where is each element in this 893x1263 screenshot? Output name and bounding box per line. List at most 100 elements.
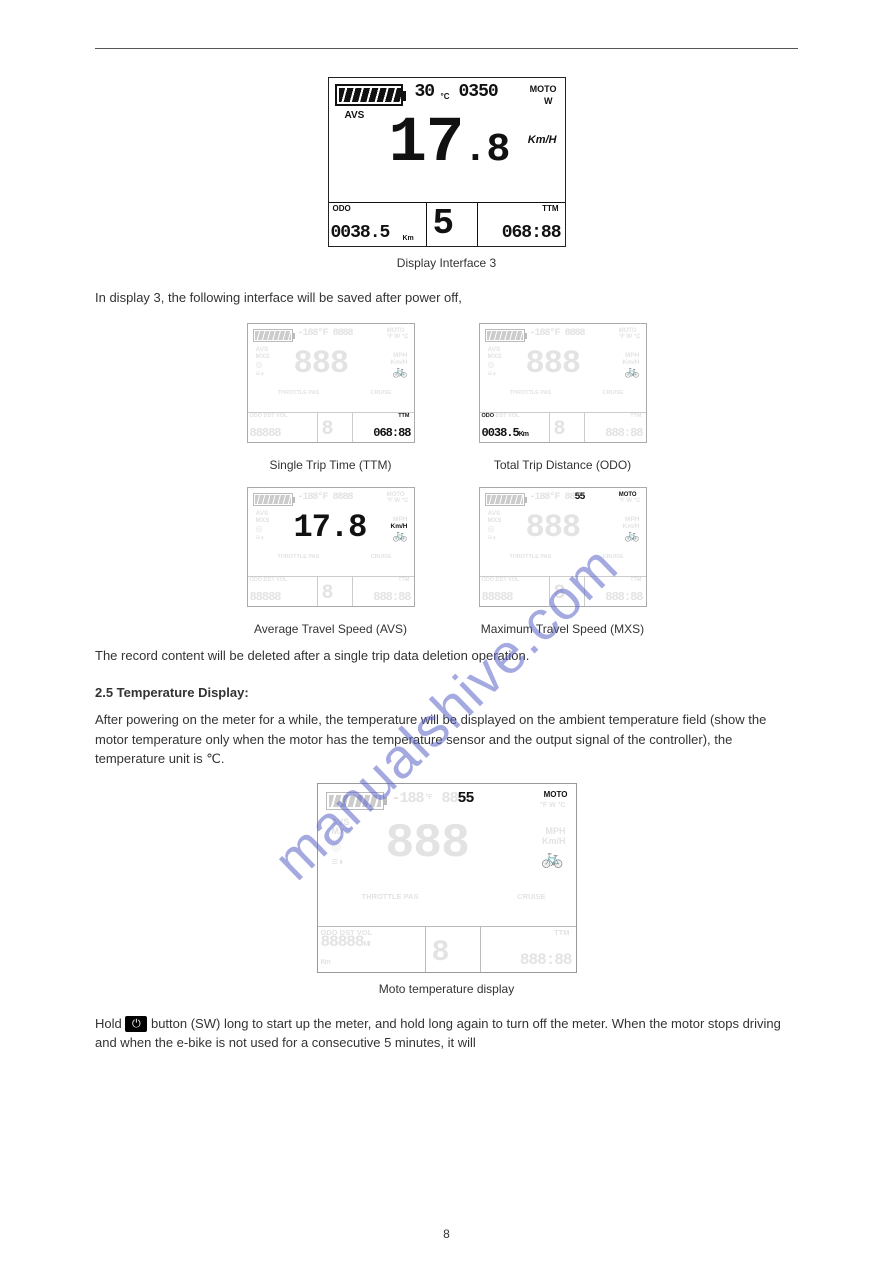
ttm-label-ghost: TTM xyxy=(630,413,641,419)
lcd-thumb-odo: -188°F 8888 MOTO °F W °C AVS MXS 888 MPH… xyxy=(479,323,647,443)
cruise-ghost: CRUISE xyxy=(603,390,624,396)
odo-ghost: 88888 xyxy=(482,590,513,604)
bike-icon: 🚲 xyxy=(625,528,640,542)
odo-unit: Km xyxy=(403,235,414,242)
cruise-ghost: CRUISE xyxy=(371,554,392,560)
lcd-thumb-mxs: -188°F 8855 MOTO°F W °C AVS MXS 888 MPH … xyxy=(479,487,647,607)
lcd-main-caption: Display Interface 3 xyxy=(95,256,798,270)
odo-ghost: 88888 xyxy=(250,426,281,440)
lcd-moto-caption: Moto temperature display xyxy=(95,982,798,996)
assist-ghost: 8 xyxy=(432,936,449,970)
speed-ghost: 888 xyxy=(294,348,349,380)
bike-icon: 🚲 xyxy=(625,364,640,378)
odo-ghost: 88888MI Km xyxy=(321,933,370,969)
moto-ghost: MOTO °F W °C xyxy=(387,328,409,340)
power-value: 8855 xyxy=(442,790,474,807)
speed-ghost: 888 xyxy=(526,512,581,544)
speed-value: 17.8 xyxy=(389,112,510,176)
power-icon: ⏻ xyxy=(125,1016,147,1032)
battery-icon xyxy=(326,792,384,810)
cruise-ghost: CRUISE xyxy=(603,554,624,560)
thumb-label-avs: Average Travel Speed (AVS) xyxy=(247,622,415,636)
bike-icon: 🚲 xyxy=(541,848,563,869)
throttle-ghost: THROTTLE PAS xyxy=(510,554,552,560)
ttm-label-ghost: TTM xyxy=(630,577,641,583)
ttm-value: 068:88 xyxy=(502,223,561,243)
lamp-icon: ◎≡◗ xyxy=(488,524,498,542)
avs-ghost: AVS MXS xyxy=(488,346,502,360)
assist-level: 5 xyxy=(433,203,454,244)
ttm-label: TTM xyxy=(542,204,558,213)
assist-ghost: 8 xyxy=(554,418,565,441)
speed-ghost: 888 xyxy=(526,348,581,380)
speed-value: 17.8 xyxy=(294,512,367,544)
throttle-ghost: THROTTLE PAS xyxy=(362,892,419,901)
odo-label: ODO xyxy=(333,204,351,213)
watt-label: W xyxy=(544,96,553,106)
header-row: -188°F 8855 xyxy=(530,492,585,503)
thumb-label-odo: Total Trip Distance (ODO) xyxy=(479,458,647,472)
mph-ghost: MPH Km/H xyxy=(542,826,566,847)
bike-icon: 🚲 xyxy=(393,364,408,378)
odo-labels-ghost: ODO DST VOL xyxy=(250,577,288,583)
ttm-ghost: 888:88 xyxy=(520,951,572,969)
throttle-ghost: THROTTLE PAS xyxy=(278,390,320,396)
section-2-5-body: After powering on the meter for a while,… xyxy=(95,710,798,769)
lcd-moto-temp: -188 °F 8855 MOTO °F W °C AVS MXS 888 MP… xyxy=(317,783,577,973)
avs-ghost: AVS MXS xyxy=(332,818,352,838)
ttm-ghost: 888:88 xyxy=(605,426,642,440)
header-ghost: -188°F 8888 xyxy=(530,328,585,339)
temp-value: 30 xyxy=(415,82,435,102)
ttm-ghost: 888:88 xyxy=(605,590,642,604)
page-number: 8 xyxy=(0,1227,893,1241)
ttm-label-ghost: TTM xyxy=(398,577,409,583)
header-rule xyxy=(95,48,798,49)
thumb-label-mxs: Maximum Travel Speed (MXS) xyxy=(479,622,647,636)
moto-label: MOTO xyxy=(530,84,557,94)
odo-labels-ghost: ODO DST VOL xyxy=(250,413,288,419)
moto-ghost: MOTO °F W °C xyxy=(387,492,409,504)
speed-ghost: 888 xyxy=(386,820,469,868)
avs-label: AVS xyxy=(345,110,365,121)
battery-icon xyxy=(335,84,403,106)
assist-ghost: 8 xyxy=(322,582,333,605)
odo-value: 0038.5 xyxy=(331,223,390,243)
speed-unit: Km/H xyxy=(528,134,557,146)
funits-ghost: °F W °C xyxy=(540,802,565,809)
thumb-label-ttm: Single Trip Time (TTM) xyxy=(247,458,415,472)
section-2-5-heading: 2.5 Temperature Display: xyxy=(95,685,798,700)
odo-labels-ghost: ODO DST VOL xyxy=(482,577,520,583)
avs-ghost: AVS MXS xyxy=(256,510,270,524)
battery-icon xyxy=(485,493,525,506)
lamp-icon: ◎≡◗ xyxy=(256,360,266,378)
temp-unit: °C xyxy=(441,92,450,101)
battery-icon xyxy=(485,329,525,342)
lcd-main: 30 °C 0350 MOTO W AVS 17.8 Km/H ODO 0038… xyxy=(328,77,566,247)
lcd-thumb-ttm: -188°F 8888 MOTO °F W °C AVS MXS 888 MPH… xyxy=(247,323,415,443)
cruise-ghost: CRUISE xyxy=(371,390,392,396)
odo-labels: ODO DST VOL xyxy=(482,413,520,419)
deletion-note: The record content will be deleted after… xyxy=(95,646,798,666)
temp-unit-ghost: °F xyxy=(426,794,433,801)
odo-value: 0038.5Km xyxy=(482,426,529,440)
ttm-ghost: 888:88 xyxy=(373,590,410,604)
moto-ghost: MOTO °F W °C xyxy=(619,328,641,340)
ttm-label: TTM xyxy=(398,413,409,419)
avs-ghost: AVS MXS xyxy=(488,510,502,524)
header-ghost: -188°F 8888 xyxy=(298,492,353,503)
header-ghost: -188°F 8888 xyxy=(298,328,353,339)
lamp-icon: ◎≡◗ xyxy=(256,524,266,542)
bike-icon: 🚲 xyxy=(393,528,408,542)
lcd-thumb-avs: -188°F 8888 MOTO °F W °C AVS MXS 17.8 MP… xyxy=(247,487,415,607)
throttle-ghost: THROTTLE PAS xyxy=(510,390,552,396)
battery-icon xyxy=(253,493,293,506)
lamp-icon: ◎≡◗ xyxy=(332,840,345,871)
temp-ghost: -188 xyxy=(392,790,424,807)
footer-paragraph: Hold ⏻ button (SW) long to start up the … xyxy=(95,1014,798,1053)
moto-label: MOTO xyxy=(544,790,568,799)
ttm-label-ghost: TTM xyxy=(554,928,569,937)
memory-heading: In display 3, the following interface wi… xyxy=(95,288,798,308)
assist-ghost: 8 xyxy=(322,418,333,441)
cruise-ghost: CRUISE xyxy=(517,892,545,901)
battery-icon xyxy=(253,329,293,342)
